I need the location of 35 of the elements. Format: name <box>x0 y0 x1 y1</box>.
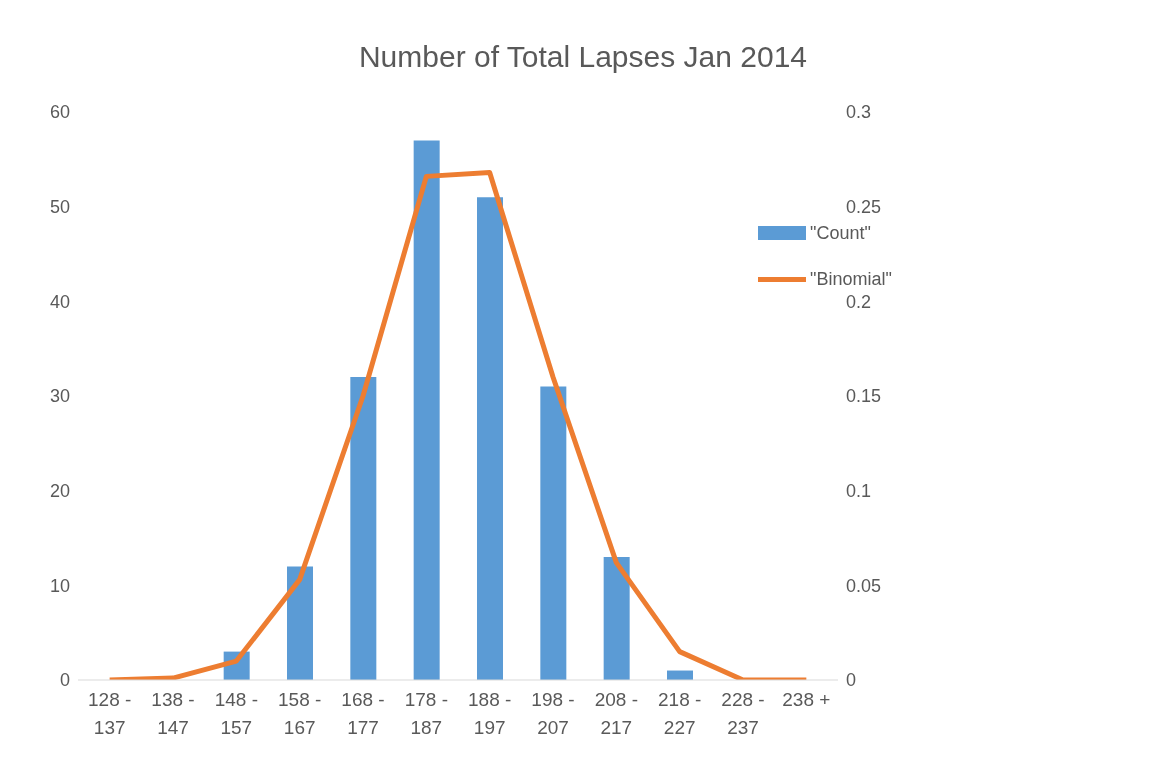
x-tick-label: 138 - 147 <box>151 689 195 738</box>
bar <box>350 377 377 680</box>
y2-tick-label: 0.25 <box>846 197 882 218</box>
y-tick-label: 60 <box>49 102 70 123</box>
x-tick-label: 208 - 217 <box>594 689 638 738</box>
x-tick-label: 128 - 137 <box>88 689 132 738</box>
bar <box>603 556 630 680</box>
x-tick-label: 238 + <box>782 689 831 710</box>
bar <box>477 197 503 680</box>
y-tick-label: 20 <box>49 481 70 502</box>
y-tick-label: 50 <box>49 197 70 218</box>
chart-title: Number of Total Lapses Jan 2014 <box>357 39 809 75</box>
y2-tick-label: 0.15 <box>846 386 882 407</box>
y-tick-label: 30 <box>49 386 70 407</box>
x-tick-label: 228 - 237 <box>721 689 765 738</box>
x-tick-label: 178 - 187 <box>404 689 448 738</box>
legend-label: "Binomial" <box>810 268 892 290</box>
x-tick-label: 168 - 177 <box>341 689 385 738</box>
legend-label: "Count" <box>810 222 871 244</box>
y-tick-label: 10 <box>49 575 70 596</box>
y-tick-label: 40 <box>49 291 70 312</box>
y2-tick-label: 0.3 <box>846 102 872 123</box>
y2-tick-label: 0.05 <box>846 575 882 596</box>
x-tick-label: 148 - 157 <box>214 689 258 738</box>
x-tick-label: 158 - 167 <box>278 689 322 738</box>
y-tick-label: 0 <box>59 670 70 691</box>
bar <box>287 566 313 680</box>
y2-tick-label: 0 <box>846 670 857 691</box>
x-tick-label: 188 - 197 <box>468 689 512 738</box>
y2-tick-label: 0.2 <box>846 291 872 312</box>
x-tick-label: 218 - 227 <box>658 689 702 738</box>
bar <box>540 386 567 680</box>
bar <box>413 140 440 680</box>
y2-tick-label: 0.1 <box>846 481 872 502</box>
x-tick-label: 198 - 207 <box>531 689 575 738</box>
